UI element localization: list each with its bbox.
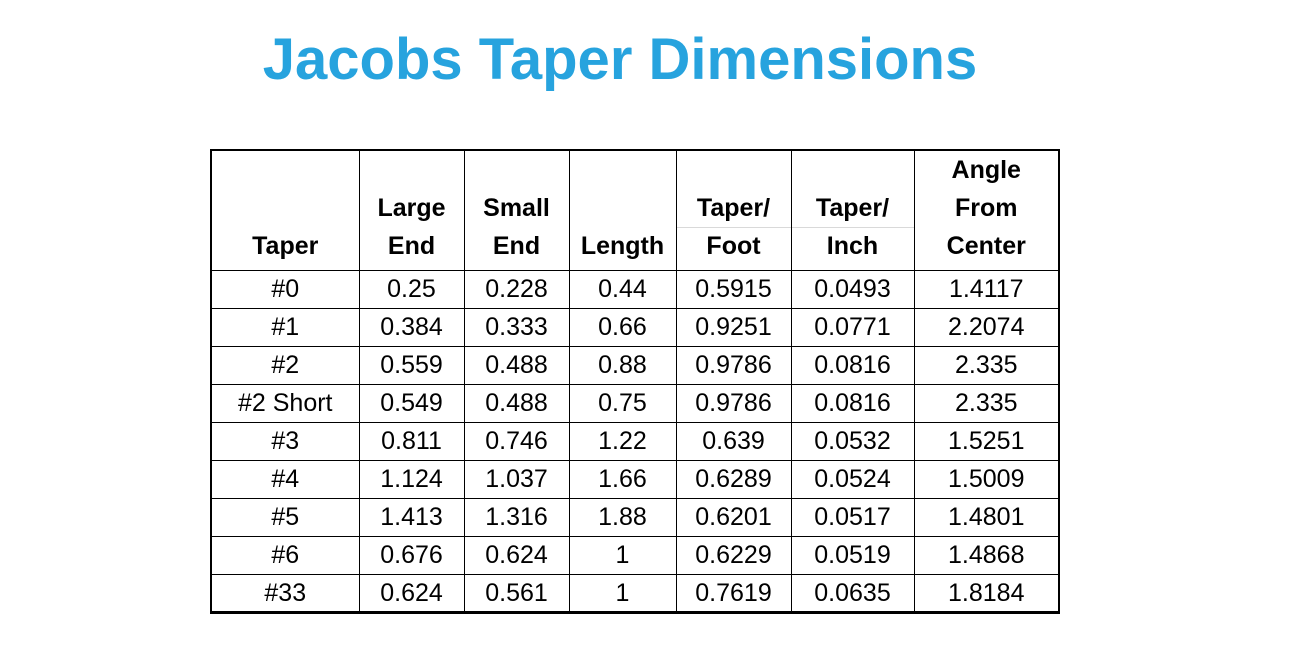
column-header-label: Large End bbox=[377, 194, 446, 260]
table-cell: 0.88 bbox=[568, 346, 677, 385]
table-cell: 1.8184 bbox=[913, 574, 1060, 613]
table-cell: 0.5915 bbox=[675, 270, 792, 309]
column-header-large-end: Large End bbox=[358, 149, 465, 271]
column-header-label: Taper/ Foot bbox=[696, 194, 771, 260]
table-cell: #1 bbox=[210, 308, 360, 347]
table-cell: 1.5009 bbox=[913, 460, 1060, 499]
page-title: Jacobs Taper Dimensions bbox=[262, 27, 978, 92]
table-cell: #4 bbox=[210, 460, 360, 499]
table-cell: 0.9251 bbox=[675, 308, 792, 347]
table-row: #6 0.676 0.624 1 0.6229 0.0519 1.4868 bbox=[210, 536, 1060, 575]
table-row: #2 0.559 0.488 0.88 0.9786 0.0816 2.335 bbox=[210, 346, 1060, 385]
table-cell: 0.811 bbox=[358, 422, 465, 461]
column-header-label: Small End bbox=[483, 194, 550, 260]
table-cell: 1.316 bbox=[463, 498, 570, 537]
table-cell: 2.335 bbox=[913, 346, 1060, 385]
table-cell: 0.746 bbox=[463, 422, 570, 461]
table-cell: 0.333 bbox=[463, 308, 570, 347]
table-cell: 2.335 bbox=[913, 384, 1060, 423]
table-cell: 1.4801 bbox=[913, 498, 1060, 537]
table-cell: 0.676 bbox=[358, 536, 465, 575]
table-cell: 1.413 bbox=[358, 498, 465, 537]
table-cell: 0.624 bbox=[358, 574, 465, 613]
table-cell: #2 Short bbox=[210, 384, 360, 423]
table-row: #0 0.25 0.228 0.44 0.5915 0.0493 1.4117 bbox=[210, 270, 1060, 309]
column-header-taper-inch: Taper/ Inch bbox=[790, 149, 915, 271]
table-cell: 1.124 bbox=[358, 460, 465, 499]
table-cell: 0.75 bbox=[568, 384, 677, 423]
column-header-length: Length bbox=[568, 149, 677, 271]
table-cell: 0.0493 bbox=[790, 270, 915, 309]
table-body: #0 0.25 0.228 0.44 0.5915 0.0493 1.4117 #1 0.384… bbox=[210, 270, 1060, 613]
table-cell: 0.9786 bbox=[675, 346, 792, 385]
table-cell: 0.6289 bbox=[675, 460, 792, 499]
table-cell: #3 bbox=[210, 422, 360, 461]
table-cell: 2.2074 bbox=[913, 308, 1060, 347]
table-cell: 0.7619 bbox=[675, 574, 792, 613]
table-cell: 0.639 bbox=[675, 422, 792, 461]
column-header-taper: Taper bbox=[210, 149, 360, 271]
table-cell: #0 bbox=[210, 270, 360, 309]
table-cell: 0.25 bbox=[358, 270, 465, 309]
table-cell: #33 bbox=[210, 574, 360, 613]
table-cell: 0.0816 bbox=[790, 346, 915, 385]
table-cell: #6 bbox=[210, 536, 360, 575]
table-row: #4 1.124 1.037 1.66 0.6289 0.0524 1.5009 bbox=[210, 460, 1060, 499]
table-cell: 0.561 bbox=[463, 574, 570, 613]
table-row: #2 Short 0.549 0.488 0.75 0.9786 0.0816 2.335 bbox=[210, 384, 1060, 423]
table-cell: 0.0635 bbox=[790, 574, 915, 613]
merged-cell-gridline bbox=[792, 227, 913, 228]
table-cell: 0.0519 bbox=[790, 536, 915, 575]
table-cell: 1 bbox=[568, 574, 677, 613]
column-header-taper-foot: Taper/ Foot bbox=[675, 149, 792, 271]
column-header-label: Length bbox=[580, 232, 665, 260]
table-cell: 1.037 bbox=[463, 460, 570, 499]
header-row: Taper Large End Small End Length Taper/ … bbox=[210, 149, 1060, 271]
table-cell: 0.6229 bbox=[675, 536, 792, 575]
table-cell: 0.384 bbox=[358, 308, 465, 347]
table-row: #33 0.624 0.561 1 0.7619 0.0635 1.8184 bbox=[210, 574, 1060, 613]
table-cell: 0.559 bbox=[358, 346, 465, 385]
table-cell: 1.4868 bbox=[913, 536, 1060, 575]
table-row: #3 0.811 0.746 1.22 0.639 0.0532 1.5251 bbox=[210, 422, 1060, 461]
merged-cell-gridline bbox=[677, 227, 790, 228]
table-cell: #2 bbox=[210, 346, 360, 385]
table-cell: 1.88 bbox=[568, 498, 677, 537]
table-cell: 1.5251 bbox=[913, 422, 1060, 461]
table-cell: 0.549 bbox=[358, 384, 465, 423]
table-row: #1 0.384 0.333 0.66 0.9251 0.0771 2.2074 bbox=[210, 308, 1060, 347]
table-cell: 0.0532 bbox=[790, 422, 915, 461]
table-cell: 0.228 bbox=[463, 270, 570, 309]
table-cell: #5 bbox=[210, 498, 360, 537]
table-cell: 1 bbox=[568, 536, 677, 575]
table-cell: 0.0771 bbox=[790, 308, 915, 347]
column-header-label: Angle From Center bbox=[946, 156, 1026, 260]
table-cell: 0.66 bbox=[568, 308, 677, 347]
column-header-label: Taper bbox=[252, 232, 319, 260]
column-header-small-end: Small End bbox=[463, 149, 570, 271]
taper-dimensions-table: Taper Large End Small End Length Taper/ … bbox=[210, 149, 1060, 614]
table-cell: 1.66 bbox=[568, 460, 677, 499]
table-cell: 0.0524 bbox=[790, 460, 915, 499]
table-cell: 0.624 bbox=[463, 536, 570, 575]
table-cell: 1.4117 bbox=[913, 270, 1060, 309]
table-cell: 0.6201 bbox=[675, 498, 792, 537]
table-cell: 0.9786 bbox=[675, 384, 792, 423]
table-cell: 0.44 bbox=[568, 270, 677, 309]
column-header-angle-from-center: Angle From Center bbox=[913, 149, 1060, 271]
column-header-label: Taper/ Inch bbox=[815, 194, 890, 260]
table-cell: 0.0517 bbox=[790, 498, 915, 537]
table-row: #5 1.413 1.316 1.88 0.6201 0.0517 1.4801 bbox=[210, 498, 1060, 537]
table-cell: 0.488 bbox=[463, 384, 570, 423]
table-cell: 0.488 bbox=[463, 346, 570, 385]
table-cell: 1.22 bbox=[568, 422, 677, 461]
table-cell: 0.0816 bbox=[790, 384, 915, 423]
